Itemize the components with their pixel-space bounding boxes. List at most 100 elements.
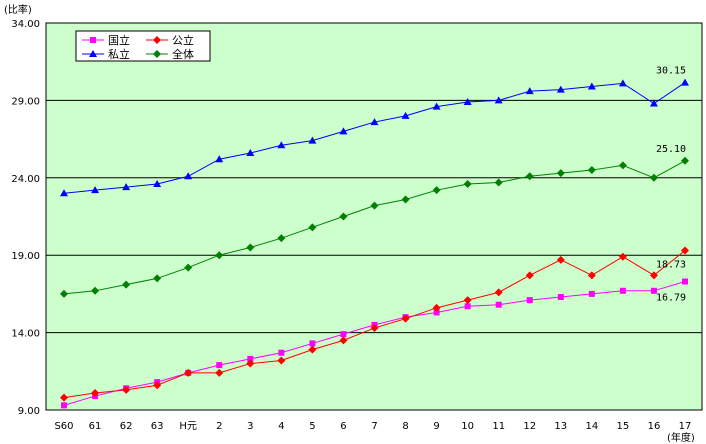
- data-point: [494, 178, 503, 187]
- data-point: [588, 290, 595, 297]
- data-point: [278, 349, 285, 356]
- data-point: [339, 336, 348, 345]
- data-point: [681, 78, 689, 86]
- series-1: 18.73: [60, 246, 689, 402]
- data-point: [122, 183, 131, 191]
- data-point: [216, 362, 223, 369]
- data-point: [247, 355, 254, 362]
- data-point: [277, 141, 286, 149]
- legend-label: 全体: [172, 47, 194, 61]
- data-point: [432, 186, 441, 195]
- data-point: [433, 309, 440, 316]
- data-point: [618, 161, 627, 170]
- data-point: [308, 223, 317, 232]
- data-point: [618, 79, 627, 87]
- data-point: [681, 246, 689, 255]
- x-tick-label: 15: [617, 421, 630, 432]
- data-point: [308, 136, 317, 144]
- x-tick-label: 16: [648, 421, 661, 432]
- series-2: 30.15: [60, 66, 689, 197]
- series-3: 25.10: [60, 144, 689, 298]
- legend-entry: 国立: [82, 33, 130, 47]
- data-point: [587, 82, 596, 90]
- legend-marker: [153, 36, 161, 44]
- data-point: [246, 243, 255, 252]
- legend-marker: [89, 50, 97, 57]
- x-tick-label: 10: [461, 421, 474, 432]
- data-point: [619, 287, 626, 294]
- data-point: [153, 179, 162, 187]
- data-point: [61, 402, 67, 409]
- y-tick-label: 29.00: [11, 96, 40, 107]
- data-point: [463, 97, 472, 105]
- data-point: [340, 331, 347, 338]
- x-tick-label: 4: [278, 421, 284, 432]
- legend-marker: [90, 37, 96, 43]
- data-point: [246, 359, 255, 368]
- x-axis-ticks: S60 61 62 63 H元 2 3 4 5 6 7 8 9 10 11 12 13 14 15 16 17: [54, 421, 691, 432]
- data-point: [122, 280, 131, 289]
- plot-area: [45, 22, 703, 411]
- data-point: [557, 293, 564, 300]
- data-point: [60, 393, 68, 402]
- data-point: [525, 172, 534, 181]
- x-tick-label: 7: [371, 421, 377, 432]
- data-label: 18.73: [656, 260, 686, 271]
- y-tick-label: 24.00: [11, 174, 40, 185]
- x-tick-label: 6: [340, 421, 346, 432]
- data-point: [526, 297, 533, 304]
- data-point: [339, 127, 348, 135]
- data-point: [618, 252, 627, 261]
- x-tick-label: 62: [120, 421, 133, 432]
- data-point: [649, 173, 658, 182]
- y-tick-label: 14.00: [11, 329, 40, 340]
- series-layer: 16.79 18.73 30.15 25.10: [60, 66, 689, 409]
- data-point: [122, 385, 131, 394]
- data-point: [495, 301, 502, 308]
- legend-entry: 公立: [146, 33, 194, 47]
- data-point: [246, 149, 255, 157]
- data-point: [556, 85, 565, 93]
- data-point: [153, 274, 162, 283]
- data-point: [277, 356, 286, 365]
- data-point: [370, 201, 379, 210]
- x-tick-label: S60: [54, 421, 73, 432]
- data-point: [525, 87, 534, 95]
- data-point: [525, 271, 534, 280]
- data-point: [681, 156, 689, 165]
- data-point: [339, 212, 348, 221]
- data-point: [215, 368, 224, 377]
- data-point: [215, 155, 224, 163]
- data-point: [649, 99, 658, 107]
- data-point: [184, 368, 193, 377]
- data-point: [60, 289, 68, 298]
- x-tick-label: 8: [402, 421, 408, 432]
- y-tick-label: 19.00: [11, 251, 40, 262]
- data-point: [556, 169, 565, 178]
- legend-entry: 私立: [82, 47, 130, 61]
- x-tick-label: 5: [309, 421, 315, 432]
- data-point: [308, 345, 317, 354]
- data-point: [464, 303, 471, 310]
- x-tick-label: 3: [247, 421, 253, 432]
- x-tick-label: 13: [554, 421, 567, 432]
- data-point: [494, 288, 503, 297]
- x-tick-label: 2: [216, 421, 222, 432]
- legend-box: [75, 30, 211, 62]
- legend-marker: [153, 50, 161, 58]
- data-point: [463, 179, 472, 188]
- data-label: 25.10: [656, 144, 686, 155]
- data-point: [215, 251, 224, 260]
- data-point: [587, 166, 596, 175]
- data-point: [401, 195, 410, 204]
- y-axis-unit-label: (比率): [4, 3, 32, 16]
- x-tick-label: 12: [523, 421, 536, 432]
- data-point: [556, 255, 565, 264]
- x-axis-unit-label: (年度): [667, 431, 695, 444]
- legend-label: 私立: [108, 47, 130, 61]
- data-label: 16.79: [656, 293, 686, 304]
- data-point: [184, 172, 193, 180]
- data-point: [370, 118, 379, 126]
